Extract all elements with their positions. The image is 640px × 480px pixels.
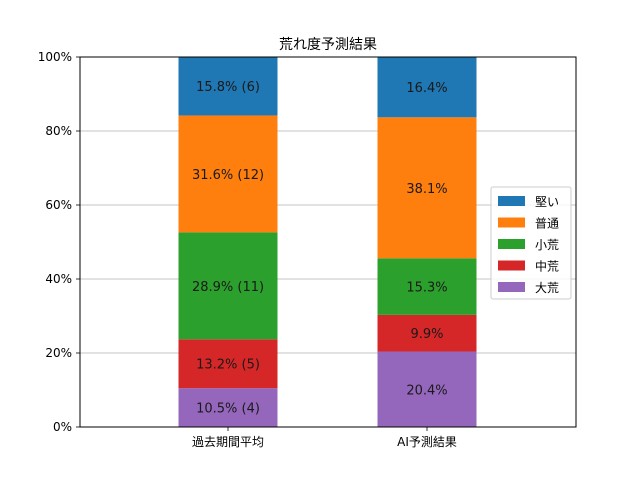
x-tick-label: AI予測結果 xyxy=(397,435,457,449)
y-tick-label: 0% xyxy=(53,420,72,434)
bar-segment xyxy=(377,351,477,427)
bar-segment xyxy=(178,388,278,427)
legend-box xyxy=(490,186,572,300)
y-tick-label: 40% xyxy=(45,272,72,286)
legend-label: 小荒 xyxy=(535,238,559,252)
bar-segment xyxy=(178,115,278,233)
legend-swatch xyxy=(498,260,525,271)
legend-swatch xyxy=(498,217,525,228)
legend-swatch xyxy=(498,196,525,206)
bar-segment xyxy=(377,56,477,118)
bar-segment xyxy=(178,232,278,340)
y-tick-label: 100% xyxy=(38,50,72,64)
bar-segment xyxy=(377,314,477,352)
plot-frame xyxy=(79,56,577,428)
bar-segment xyxy=(178,339,278,389)
y-tick-label: 80% xyxy=(45,124,72,138)
x-tick-label: 過去期間平均 xyxy=(192,435,264,449)
data-label: 31.6% (12) xyxy=(192,168,264,183)
data-label: 10.5% (4) xyxy=(196,402,260,417)
legend-swatch xyxy=(498,239,525,249)
data-label: 13.2% (5) xyxy=(196,358,260,373)
bar-segment xyxy=(178,57,278,116)
y-tick-label: 20% xyxy=(45,346,72,360)
data-label: 38.1% xyxy=(406,182,447,197)
legend-label: 堅い xyxy=(535,195,559,209)
data-label: 20.4% xyxy=(406,383,447,398)
data-label: 9.9% xyxy=(410,327,443,342)
data-label: 16.4% xyxy=(406,81,447,96)
bar-segment xyxy=(377,117,477,259)
chart-title: 荒れ度予測結果 xyxy=(279,37,377,53)
data-label: 15.8% (6) xyxy=(196,80,260,95)
legend-swatch xyxy=(498,282,525,292)
bar-segment xyxy=(377,258,477,315)
data-label: 15.3% xyxy=(406,281,447,296)
y-tick-label: 60% xyxy=(45,198,72,212)
data-label: 28.9% (11) xyxy=(192,280,264,295)
bars xyxy=(178,56,477,427)
legend-label: 中荒 xyxy=(535,259,559,274)
legend-label: 普通 xyxy=(535,217,559,231)
data-labels: 10.5% (4) 13.2% (5) 28.9% (11) 31.6% (12) 15… xyxy=(192,80,448,416)
axes: 0% 20% 40% 60% 80% 100% 過去期間平均 AI予測結果 xyxy=(38,50,457,449)
legend-label: 大荒 xyxy=(535,281,559,295)
